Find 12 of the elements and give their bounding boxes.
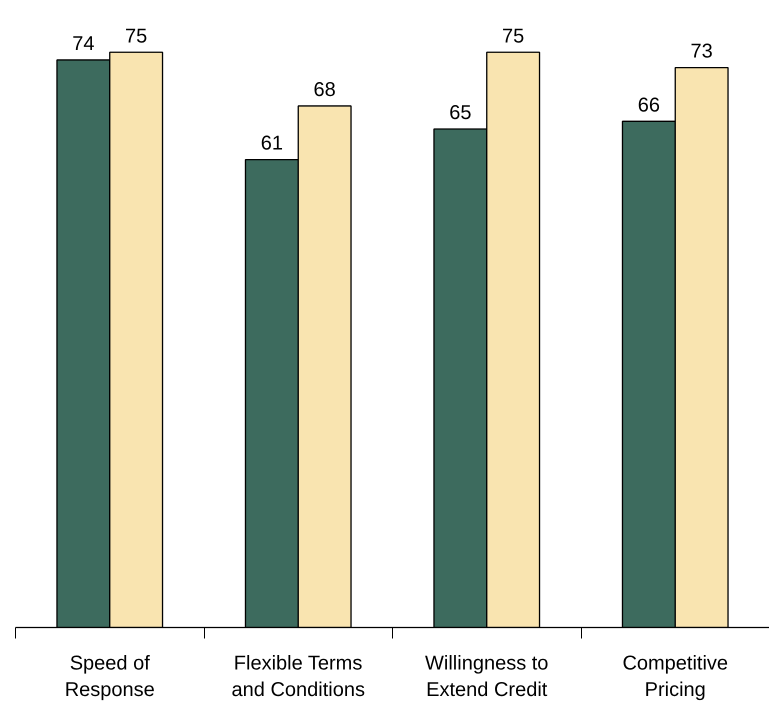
x-tick-label: Willingness to Extend Credit: [425, 652, 548, 701]
data-label: 75: [125, 25, 148, 48]
data-label: 66: [638, 94, 660, 116]
x-tick-label: Flexible Terms and Conditions: [232, 652, 365, 701]
data-label: 68: [314, 78, 336, 101]
data-label: 75: [502, 25, 524, 48]
data-label: 73: [690, 40, 713, 63]
data-label: 74: [72, 32, 94, 55]
x-tick-label: Competitive Pricing: [622, 652, 728, 701]
data-label: 65: [449, 102, 472, 124]
x-tick-label: Speed of Response: [64, 652, 155, 701]
data-label: 61: [260, 132, 283, 155]
